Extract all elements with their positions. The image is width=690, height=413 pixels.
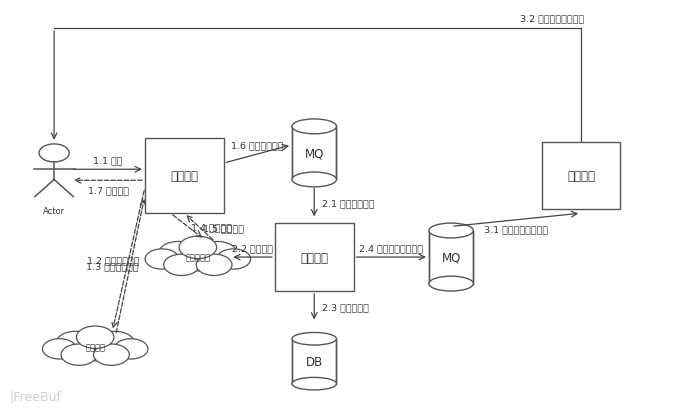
Ellipse shape xyxy=(292,120,337,135)
Circle shape xyxy=(197,242,237,265)
Circle shape xyxy=(159,242,198,265)
Circle shape xyxy=(114,339,148,359)
Ellipse shape xyxy=(292,332,337,345)
Text: 1.5 返回库存: 1.5 返回库存 xyxy=(203,223,244,232)
Text: |FreeBuf: |FreeBuf xyxy=(10,389,61,402)
FancyBboxPatch shape xyxy=(429,231,473,284)
Circle shape xyxy=(145,249,179,269)
FancyBboxPatch shape xyxy=(275,224,353,291)
Circle shape xyxy=(217,249,250,269)
Text: MQ: MQ xyxy=(442,251,461,264)
Circle shape xyxy=(95,332,135,355)
Ellipse shape xyxy=(292,377,337,390)
Text: 1.1 下单: 1.1 下单 xyxy=(93,156,123,165)
FancyBboxPatch shape xyxy=(542,142,620,209)
Text: 3.2 通知用户支付订单: 3.2 通知用户支付订单 xyxy=(520,14,584,23)
Text: 1.7 返回成功: 1.7 返回成功 xyxy=(88,186,128,195)
Ellipse shape xyxy=(429,276,473,291)
Circle shape xyxy=(39,145,69,162)
Circle shape xyxy=(175,244,221,271)
Text: DB: DB xyxy=(306,355,323,368)
Circle shape xyxy=(179,237,217,259)
Circle shape xyxy=(56,332,95,355)
Text: 1.2 查询下单记录: 1.2 查询下单记录 xyxy=(88,255,140,264)
Text: 2.2 扣减库存: 2.2 扣减库存 xyxy=(232,244,273,252)
Text: 1.3 返回下单记录: 1.3 返回下单记录 xyxy=(86,261,139,271)
Text: 秒杀服务: 秒杀服务 xyxy=(170,169,198,183)
Circle shape xyxy=(77,326,114,349)
FancyBboxPatch shape xyxy=(292,339,337,384)
Text: 1.4 查询库存: 1.4 查询库存 xyxy=(191,222,232,231)
Text: 3.1 消费下单成功消息: 3.1 消费下单成功消息 xyxy=(484,225,548,234)
Text: 预库存缓存: 预库存缓存 xyxy=(186,253,210,262)
Ellipse shape xyxy=(429,223,473,238)
Circle shape xyxy=(164,254,199,276)
Text: 2.3 持久化订单: 2.3 持久化订单 xyxy=(322,302,369,311)
Circle shape xyxy=(61,344,97,366)
Text: 2.1 消费下单消息: 2.1 消费下单消息 xyxy=(322,198,375,207)
Ellipse shape xyxy=(292,173,337,188)
Text: 1.6 创建下单消息: 1.6 创建下单消息 xyxy=(231,141,284,150)
Text: 下单记录: 下单记录 xyxy=(85,343,105,351)
Text: MQ: MQ xyxy=(304,147,324,160)
Circle shape xyxy=(196,254,232,276)
Circle shape xyxy=(42,339,77,359)
Text: Actor: Actor xyxy=(43,206,65,216)
Circle shape xyxy=(72,333,119,361)
Text: 通知服务: 通知服务 xyxy=(567,169,595,183)
Text: 2.4 发送下单成功消息: 2.4 发送下单成功消息 xyxy=(359,244,423,252)
Text: 订单服务: 订单服务 xyxy=(300,251,328,264)
FancyBboxPatch shape xyxy=(292,127,337,180)
Circle shape xyxy=(94,344,129,366)
FancyBboxPatch shape xyxy=(145,138,224,214)
